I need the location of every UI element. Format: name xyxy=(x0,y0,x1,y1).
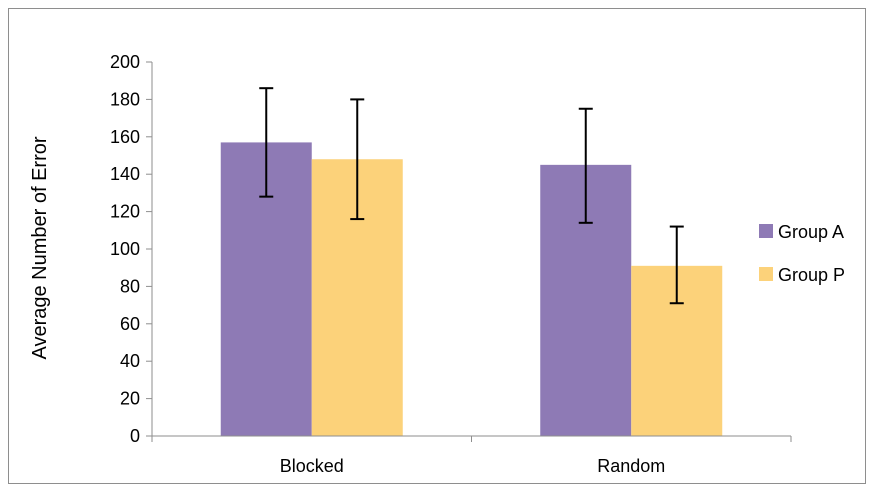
y-ticks: 0 20 40 60 80 100 120 140 160 180 200 xyxy=(110,52,152,446)
y-tick-label: 160 xyxy=(110,127,140,147)
y-tick-label: 40 xyxy=(120,351,140,371)
y-tick-label: 20 xyxy=(120,389,140,409)
x-tick-label: Random xyxy=(597,456,665,476)
y-axis-title: Average Number of Error xyxy=(29,136,51,359)
bars-layer xyxy=(220,142,723,437)
legend-swatch xyxy=(759,224,773,238)
y-tick-label: 60 xyxy=(120,314,140,334)
y-tick-label: 140 xyxy=(110,164,140,184)
y-tick-label: 120 xyxy=(110,202,140,222)
legend: Group A Group P xyxy=(759,222,845,285)
y-tick-label: 100 xyxy=(110,239,140,259)
legend-label: Group P xyxy=(778,265,845,285)
legend-swatch xyxy=(759,267,773,281)
y-tick-label: 200 xyxy=(110,52,140,72)
chart-frame xyxy=(8,8,866,484)
legend-label: Group A xyxy=(778,222,844,242)
y-tick-label: 180 xyxy=(110,89,140,109)
x-ticks: Blocked Random xyxy=(151,436,792,476)
y-tick-label: 80 xyxy=(120,276,140,296)
error-bars-layer xyxy=(259,87,684,305)
x-tick-label: Blocked xyxy=(280,456,344,476)
y-tick-label: 0 xyxy=(130,426,140,446)
